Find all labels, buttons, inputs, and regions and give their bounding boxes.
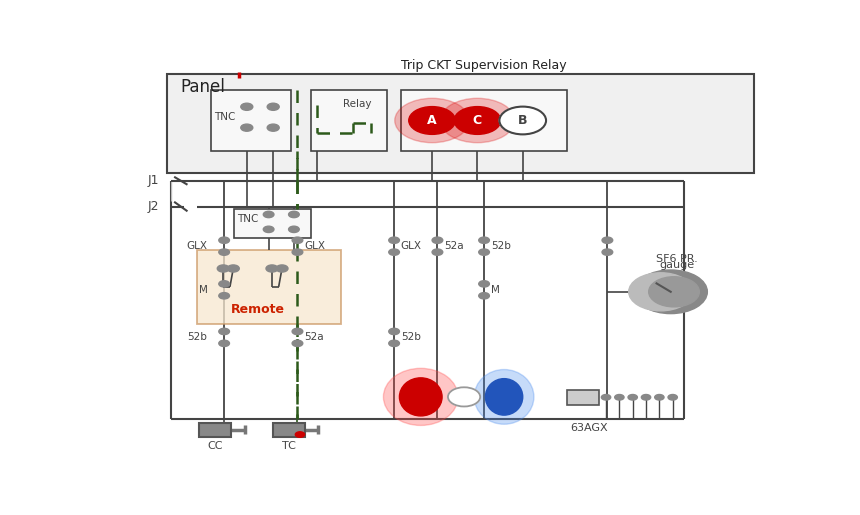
Circle shape (615, 394, 624, 400)
Text: 52b: 52b (401, 332, 421, 342)
Text: M: M (199, 285, 207, 295)
Text: GLX: GLX (187, 241, 207, 251)
Text: Remote: Remote (230, 303, 285, 316)
Circle shape (218, 281, 230, 287)
Bar (234, 209, 310, 238)
Text: TNC: TNC (237, 214, 259, 224)
Circle shape (479, 237, 489, 244)
Circle shape (628, 394, 637, 400)
Text: Relay: Relay (343, 99, 372, 109)
Text: GLX: GLX (304, 241, 325, 251)
Text: TNC: TNC (214, 112, 236, 122)
Circle shape (218, 340, 230, 347)
Circle shape (292, 249, 303, 255)
Bar (568, 390, 599, 405)
Text: A: A (427, 114, 437, 127)
Circle shape (263, 226, 274, 232)
Circle shape (642, 394, 651, 400)
Circle shape (602, 237, 612, 244)
Circle shape (648, 277, 699, 307)
Circle shape (292, 237, 303, 244)
Circle shape (389, 249, 399, 255)
Bar (401, 90, 568, 151)
Ellipse shape (474, 370, 534, 424)
Circle shape (601, 394, 611, 400)
Circle shape (440, 98, 515, 143)
Bar (198, 250, 341, 323)
Circle shape (668, 394, 678, 400)
Circle shape (479, 293, 489, 299)
Text: gauge: gauge (660, 260, 695, 270)
Circle shape (629, 273, 692, 311)
Circle shape (227, 265, 239, 272)
Circle shape (432, 237, 443, 244)
Text: C: C (473, 114, 482, 127)
Circle shape (289, 226, 299, 232)
Circle shape (479, 249, 489, 255)
Text: TC: TC (282, 440, 296, 451)
Circle shape (295, 432, 304, 437)
Text: 52a: 52a (304, 332, 323, 342)
Text: 52a: 52a (444, 241, 464, 251)
Text: B: B (518, 114, 527, 127)
Bar (168, 74, 754, 173)
Circle shape (432, 249, 443, 255)
Circle shape (218, 293, 230, 299)
Circle shape (267, 103, 280, 110)
Text: GLX: GLX (401, 241, 421, 251)
Circle shape (218, 265, 230, 272)
Circle shape (395, 98, 470, 143)
Text: 52b: 52b (491, 241, 511, 251)
Circle shape (454, 107, 501, 134)
Bar (200, 423, 231, 437)
Circle shape (218, 328, 230, 335)
Circle shape (634, 270, 707, 314)
Circle shape (289, 211, 299, 218)
Circle shape (241, 124, 253, 131)
Circle shape (267, 124, 280, 131)
Text: J2: J2 (148, 200, 159, 213)
Ellipse shape (384, 368, 458, 425)
Text: Panel: Panel (181, 78, 225, 96)
Circle shape (389, 328, 399, 335)
Circle shape (218, 237, 230, 244)
Bar (211, 90, 291, 151)
Text: 63AGX: 63AGX (570, 423, 608, 433)
Circle shape (389, 340, 399, 347)
Text: CC: CC (208, 440, 224, 451)
Circle shape (602, 249, 612, 255)
Circle shape (292, 340, 303, 347)
Text: Trip CKT Supervision Relay: Trip CKT Supervision Relay (402, 59, 567, 72)
Ellipse shape (485, 379, 523, 415)
Circle shape (218, 249, 230, 255)
Text: SF6 PR.: SF6 PR. (656, 254, 698, 264)
Circle shape (408, 107, 456, 134)
Circle shape (500, 107, 546, 134)
Circle shape (479, 281, 489, 287)
Text: M: M (491, 285, 500, 295)
Circle shape (276, 265, 288, 272)
Circle shape (448, 387, 480, 406)
Text: 52b: 52b (187, 332, 207, 342)
Circle shape (241, 103, 253, 110)
Bar (310, 90, 387, 151)
Ellipse shape (399, 378, 442, 416)
Circle shape (292, 328, 303, 335)
Text: J1: J1 (148, 174, 159, 187)
Bar (273, 423, 304, 437)
Circle shape (266, 265, 278, 272)
Circle shape (654, 394, 664, 400)
Circle shape (389, 237, 399, 244)
Circle shape (263, 211, 274, 218)
